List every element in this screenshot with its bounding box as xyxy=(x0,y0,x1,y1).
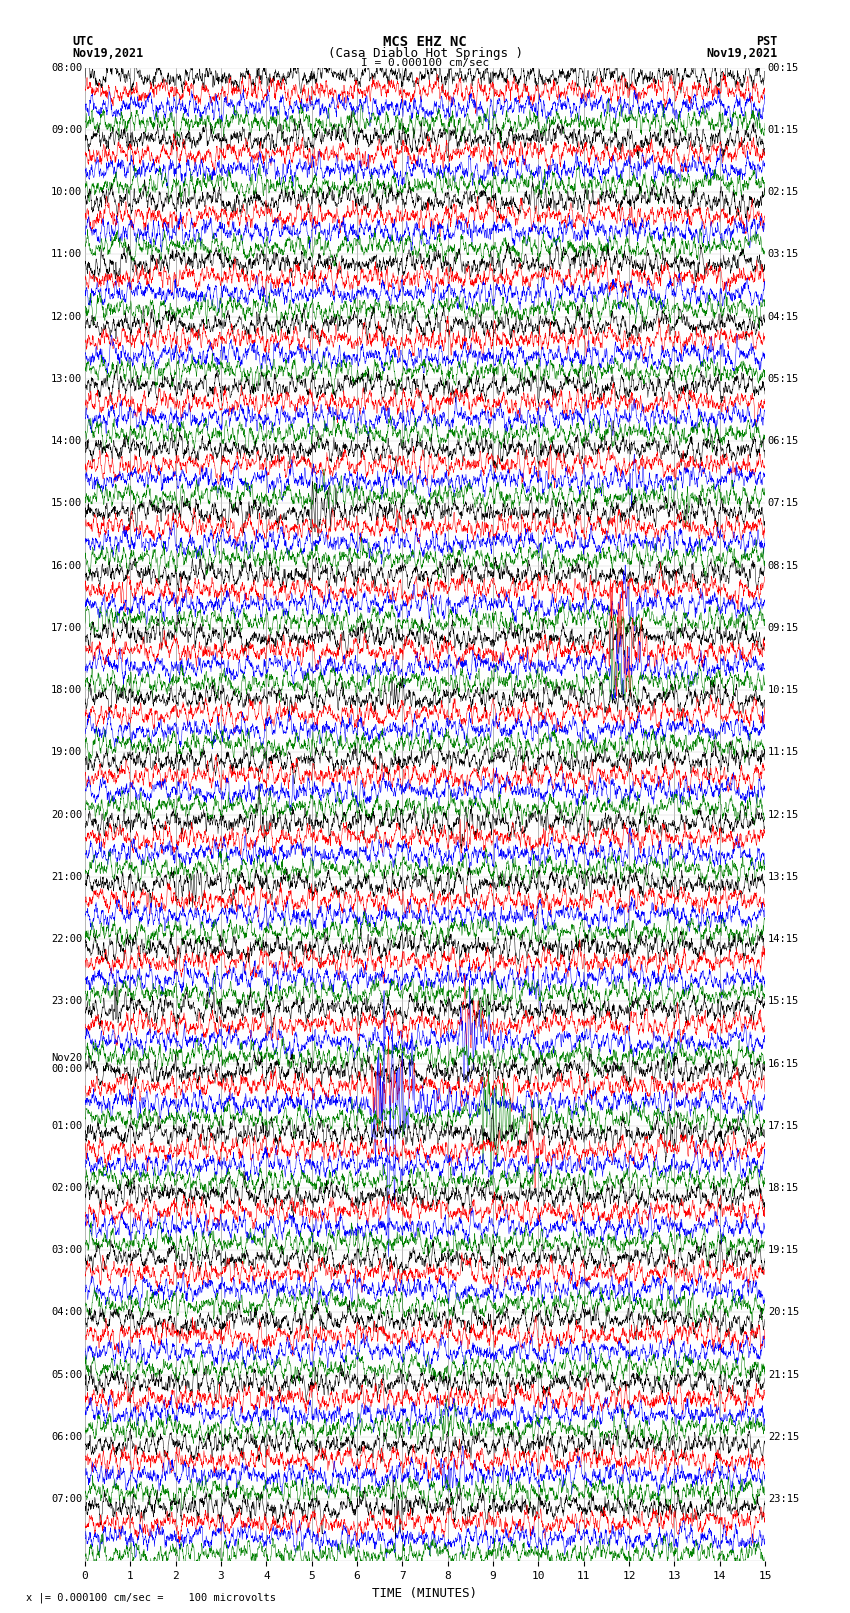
Text: PST: PST xyxy=(756,35,778,48)
Text: Nov19,2021: Nov19,2021 xyxy=(706,47,778,60)
Text: MCS EHZ NC: MCS EHZ NC xyxy=(383,35,467,50)
Text: I = 0.000100 cm/sec: I = 0.000100 cm/sec xyxy=(361,58,489,68)
X-axis label: TIME (MINUTES): TIME (MINUTES) xyxy=(372,1587,478,1600)
Text: x |= 0.000100 cm/sec =    100 microvolts: x |= 0.000100 cm/sec = 100 microvolts xyxy=(26,1592,275,1603)
Text: UTC: UTC xyxy=(72,35,94,48)
Text: Nov19,2021: Nov19,2021 xyxy=(72,47,144,60)
Text: (Casa Diablo Hot Springs ): (Casa Diablo Hot Springs ) xyxy=(327,47,523,60)
